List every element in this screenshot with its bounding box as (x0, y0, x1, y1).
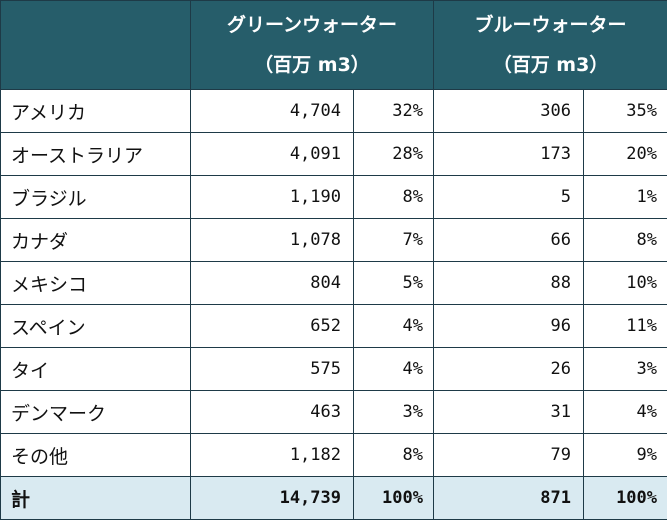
green-value-cell: 4,091 (190, 132, 354, 176)
blue-value-cell: 31 (433, 390, 584, 434)
green-value-cell: 4,704 (190, 89, 354, 133)
country-cell: メキシコ (0, 261, 191, 305)
blue-value-cell: 26 (433, 347, 584, 391)
green-percent-cell: 8% (353, 433, 434, 477)
blue-water-header: ブルーウォーター （百万 m3） (432, 0, 667, 90)
blue-value-cell: 96 (433, 304, 584, 348)
green-value-cell: 1,190 (190, 175, 354, 219)
blue-percent-cell: 20% (582, 132, 667, 176)
blue-percent-cell: 4% (582, 390, 667, 434)
blue-value-cell: 88 (433, 261, 584, 305)
blue-percent-cell: 9% (582, 433, 667, 477)
country-cell: タイ (0, 347, 191, 391)
total-green-value-cell: 14,739 (190, 476, 354, 520)
blue-percent-cell: 3% (582, 347, 667, 391)
blue-percent-cell: 10% (582, 261, 667, 305)
table-row: その他 1,182 8% 79 9% (0, 433, 667, 477)
total-blue-value-cell: 871 (433, 476, 584, 520)
table-row: スペイン 652 4% 96 11% (0, 304, 667, 348)
blue-value-cell: 173 (433, 132, 584, 176)
green-value-cell: 575 (190, 347, 354, 391)
blue-value-cell: 79 (433, 433, 584, 477)
green-percent-cell: 7% (353, 218, 434, 262)
table-row: タイ 575 4% 26 3% (0, 347, 667, 391)
country-cell: カナダ (0, 218, 191, 262)
blue-percent-cell: 8% (582, 218, 667, 262)
green-water-title: グリーンウォーター (226, 14, 398, 36)
green-water-header: グリーンウォーター （百万 m3） (190, 0, 434, 90)
table-row: アメリカ 4,704 32% 306 35% (0, 89, 667, 133)
country-cell: スペイン (0, 304, 191, 348)
table-header-row: グリーンウォーター （百万 m3） ブルーウォーター （百万 m3） (0, 0, 667, 90)
green-water-unit: （百万 m3） (254, 54, 370, 76)
green-percent-cell: 5% (353, 261, 434, 305)
table-row: ブラジル 1,190 8% 5 1% (0, 175, 667, 219)
country-cell: ブラジル (0, 175, 191, 219)
table-row: オーストラリア 4,091 28% 173 20% (0, 132, 667, 176)
green-value-cell: 1,182 (190, 433, 354, 477)
blue-value-cell: 5 (433, 175, 584, 219)
total-blue-percent-cell: 100% (582, 476, 667, 520)
green-percent-cell: 3% (353, 390, 434, 434)
country-cell: デンマーク (0, 390, 191, 434)
total-label-cell: 計 (0, 476, 191, 520)
green-percent-cell: 32% (353, 89, 434, 133)
green-percent-cell: 4% (353, 304, 434, 348)
blue-water-unit: （百万 m3） (492, 54, 609, 76)
country-cell: オーストラリア (0, 132, 191, 176)
green-value-cell: 652 (190, 304, 354, 348)
green-value-cell: 804 (190, 261, 354, 305)
country-cell: その他 (0, 433, 191, 477)
green-percent-cell: 4% (353, 347, 434, 391)
blue-percent-cell: 35% (582, 89, 667, 133)
table-row: デンマーク 463 3% 31 4% (0, 390, 667, 434)
green-value-cell: 1,078 (190, 218, 354, 262)
blue-percent-cell: 1% (582, 175, 667, 219)
green-value-cell: 463 (190, 390, 354, 434)
blue-value-cell: 66 (433, 218, 584, 262)
country-cell: アメリカ (0, 89, 191, 133)
header-blank-cell (0, 0, 191, 90)
blue-value-cell: 306 (433, 89, 584, 133)
total-row: 計 14,739 100% 871 100% (0, 476, 667, 520)
blue-water-title: ブルーウォーター (474, 14, 627, 36)
table-row: カナダ 1,078 7% 66 8% (0, 218, 667, 262)
blue-percent-cell: 11% (582, 304, 667, 348)
table-row: メキシコ 804 5% 88 10% (0, 261, 667, 305)
total-green-percent-cell: 100% (353, 476, 434, 520)
green-percent-cell: 8% (353, 175, 434, 219)
green-percent-cell: 28% (353, 132, 434, 176)
